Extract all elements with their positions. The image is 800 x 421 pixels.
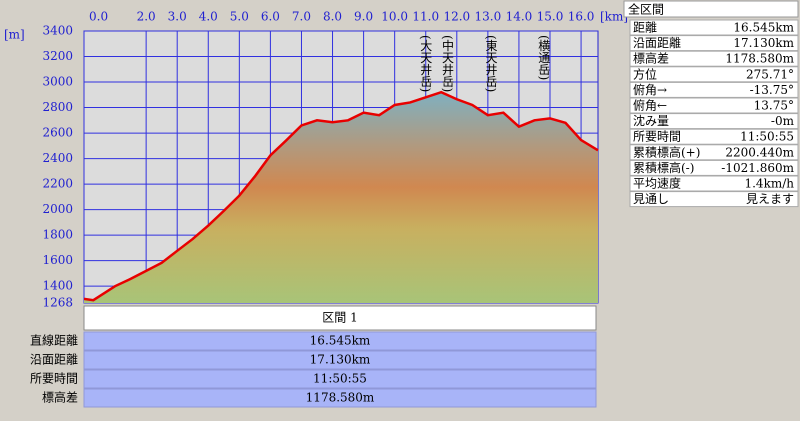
summary-value: 11:50:55: [740, 130, 794, 144]
summary-cell: [629, 50, 799, 67]
section-header-box: [83, 305, 597, 331]
summary-label: 累積標高(-): [633, 160, 694, 175]
summary-value: 見えます: [746, 192, 794, 206]
summary-cell: [629, 113, 799, 130]
x-tick-label: 14.0: [506, 10, 533, 24]
summary-cell: [629, 66, 799, 83]
y-tick-label: 1800: [42, 228, 73, 242]
summary-cell: [629, 35, 799, 52]
section-label: 標高差: [42, 390, 78, 405]
summary-value: 16.545km: [733, 21, 794, 35]
profile-area: [84, 92, 598, 303]
y-tick-label: 2400: [42, 151, 73, 165]
y-tick-label: 2600: [42, 126, 73, 140]
x-tick-label: 16.0: [568, 10, 595, 24]
peak-annotation: (横通岳): [537, 35, 551, 80]
section-label: 沿面距離: [30, 353, 78, 367]
summary-value: -0m: [771, 114, 795, 128]
section-value: 11:50:55: [313, 372, 367, 386]
y-tick-label: 3000: [42, 75, 73, 89]
summary-cell: [629, 81, 799, 98]
x-tick-label: 13.0: [475, 10, 502, 24]
summary-title: 全区間: [628, 2, 664, 17]
summary-cell: [629, 175, 799, 192]
summary-value: 2200.440m: [725, 145, 794, 159]
peak-annotation: (中天井岳): [440, 35, 454, 92]
section-label: 直線距離: [30, 333, 78, 348]
x-tick-label: 8.0: [323, 10, 342, 24]
summary-label: 距離: [633, 21, 657, 35]
x-tick-label: 9.0: [354, 10, 373, 24]
summary-cell: [629, 97, 799, 114]
y-tick-label: 1268: [42, 296, 73, 310]
x-tick-label: 3.0: [168, 10, 187, 24]
y-tick-label: 2000: [42, 202, 73, 216]
summary-label: 所要時間: [633, 130, 681, 144]
summary-value: 13.75°: [754, 99, 794, 113]
y-axis-label: [m]: [4, 28, 25, 42]
x-tick-label: 5.0: [230, 10, 249, 24]
x-tick-label: 11.0: [412, 10, 439, 24]
summary-label: 俯角←: [633, 98, 667, 113]
summary-cell: [629, 191, 799, 208]
x-tick-label: 7.0: [292, 10, 311, 24]
summary-value: -13.75°: [750, 83, 794, 97]
summary-value: 17.130km: [733, 36, 794, 50]
y-tick-label: 2200: [42, 177, 73, 191]
section-cell: [83, 388, 597, 408]
summary-label: 標高差: [633, 51, 669, 66]
summary-label: 累積標高(+): [633, 144, 700, 159]
summary-title-box: [623, 0, 799, 18]
x-tick-label: 12.0: [443, 10, 470, 24]
section-value: 17.130km: [310, 353, 371, 367]
profile-line: [83, 90, 599, 302]
x-axis-label: [km]: [600, 10, 628, 24]
y-tick-label: 1400: [42, 279, 73, 293]
summary-value: 1178.580m: [725, 52, 794, 66]
summary-label: 方位: [633, 66, 657, 81]
summary-label: 沈み量: [633, 113, 669, 128]
summary-cell: [629, 128, 799, 145]
section-value: 16.545km: [310, 334, 371, 348]
y-tick-label: 1600: [42, 253, 73, 267]
summary-value: -1021.860m: [721, 161, 794, 175]
y-tick-label: 3200: [42, 49, 73, 63]
section-label: 所要時間: [30, 372, 78, 386]
x-tick-label: 2.0: [137, 10, 156, 24]
x-tick-label: 0.0: [89, 10, 108, 24]
section-cell: [83, 369, 597, 389]
summary-label: 見通し: [633, 192, 669, 206]
x-tick-label: 15.0: [537, 10, 564, 24]
summary-label: 沿面距離: [633, 36, 681, 50]
summary-cell: [629, 19, 799, 36]
summary-cell: [629, 159, 799, 176]
summary-label: 俯角→: [633, 82, 667, 97]
summary-cell: [629, 144, 799, 161]
y-tick-label: 3400: [42, 24, 73, 38]
x-tick-label: 10.0: [381, 10, 408, 24]
section-cell: [83, 350, 597, 370]
x-tick-label: 4.0: [199, 10, 218, 24]
peak-annotation: (東天井岳): [484, 35, 498, 92]
x-tick-label: 6.0: [261, 10, 280, 24]
summary-value: 1.4km/h: [744, 177, 794, 191]
section-value: 1178.580m: [306, 391, 375, 405]
peak-annotation: (大天井岳): [419, 35, 433, 92]
section-header: 区間 1: [322, 311, 357, 325]
summary-label: 平均速度: [633, 176, 681, 191]
y-tick-label: 2800: [42, 100, 73, 114]
summary-value: 275.71°: [746, 67, 794, 81]
section-cell: [83, 331, 597, 351]
